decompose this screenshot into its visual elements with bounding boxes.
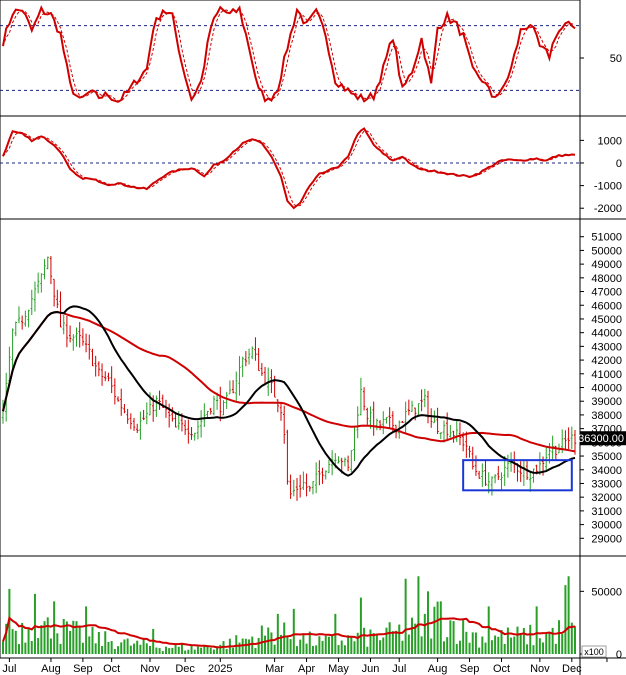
x-tick-label: Jul — [2, 663, 16, 675]
x-tick-label: 2025 — [208, 663, 232, 675]
y-tick-label: 48000 — [591, 273, 622, 285]
y-tick-label: 40000 — [591, 383, 622, 395]
stochastic-line — [2, 5, 576, 103]
y-tick-label: 50000 — [591, 586, 622, 598]
y-tick-label: 43000 — [591, 341, 622, 353]
x-tick-label: Oct — [103, 663, 120, 675]
y-tick-label: 44000 — [591, 328, 622, 340]
macd-line — [2, 127, 576, 210]
x-tick-label: Jun — [362, 663, 380, 675]
y-tick-label: 33000 — [591, 478, 622, 490]
last-price-label: 36300.00 — [578, 433, 624, 445]
x-tick-label: Nov — [530, 663, 550, 675]
x-tick-label: Mar — [265, 663, 284, 675]
y-tick-label: 42000 — [591, 355, 622, 367]
chart-axes: 5010000-1000-200051000500004900048000470… — [2, 53, 626, 675]
x-tick-label: Aug — [428, 663, 448, 675]
y-tick-label: 0 — [616, 158, 622, 170]
y-tick-label: 1000 — [598, 135, 622, 147]
x-tick-label: May — [328, 663, 349, 675]
y-tick-label: 49000 — [591, 259, 622, 271]
moving-average-slow — [2, 310, 576, 453]
y-tick-label: 47000 — [591, 287, 622, 299]
moving-average-fast — [2, 305, 576, 477]
x-tick-label: Dec — [562, 663, 582, 675]
volume-unit-box — [581, 645, 607, 658]
x-tick-label: Sep — [460, 663, 480, 675]
x-tick-label: Aug — [41, 663, 61, 675]
y-tick-label: 38000 — [591, 410, 622, 422]
y-tick-label: 45000 — [591, 314, 622, 326]
volume-unit-label: x100 — [584, 647, 604, 657]
y-tick-label: 39000 — [591, 396, 622, 408]
y-tick-label: 50000 — [591, 245, 622, 257]
y-tick-label: 41000 — [591, 369, 622, 381]
plot-frame — [0, 0, 581, 659]
y-tick-label: 32000 — [591, 492, 622, 504]
x-tick-label: Apr — [298, 663, 315, 675]
x-tick-label: Oct — [493, 663, 510, 675]
chart-marks — [0, 5, 580, 654]
x-tick-label: Sep — [73, 663, 93, 675]
y-tick-label: 50 — [610, 53, 622, 65]
volume-moving-average — [2, 616, 576, 649]
y-tick-label: 30000 — [591, 520, 622, 532]
y-tick-label: 31000 — [591, 506, 622, 518]
x-tick-label: Jul — [392, 663, 406, 675]
highlight-box — [462, 459, 573, 492]
y-tick-label: 46000 — [591, 300, 622, 312]
y-tick-label: -1000 — [594, 181, 622, 193]
x-tick-label: Dec — [175, 663, 195, 675]
x-tick-label: Nov — [140, 663, 160, 675]
y-tick-label: 35000 — [591, 451, 622, 463]
last-price-tag — [580, 431, 626, 446]
y-tick-label: 0 — [616, 649, 622, 661]
y-tick-label: 34000 — [591, 465, 622, 477]
macd-signal-line — [2, 130, 575, 207]
y-tick-label: 51000 — [591, 232, 622, 244]
y-tick-label: -2000 — [594, 203, 622, 215]
y-tick-label: 29000 — [591, 533, 622, 545]
